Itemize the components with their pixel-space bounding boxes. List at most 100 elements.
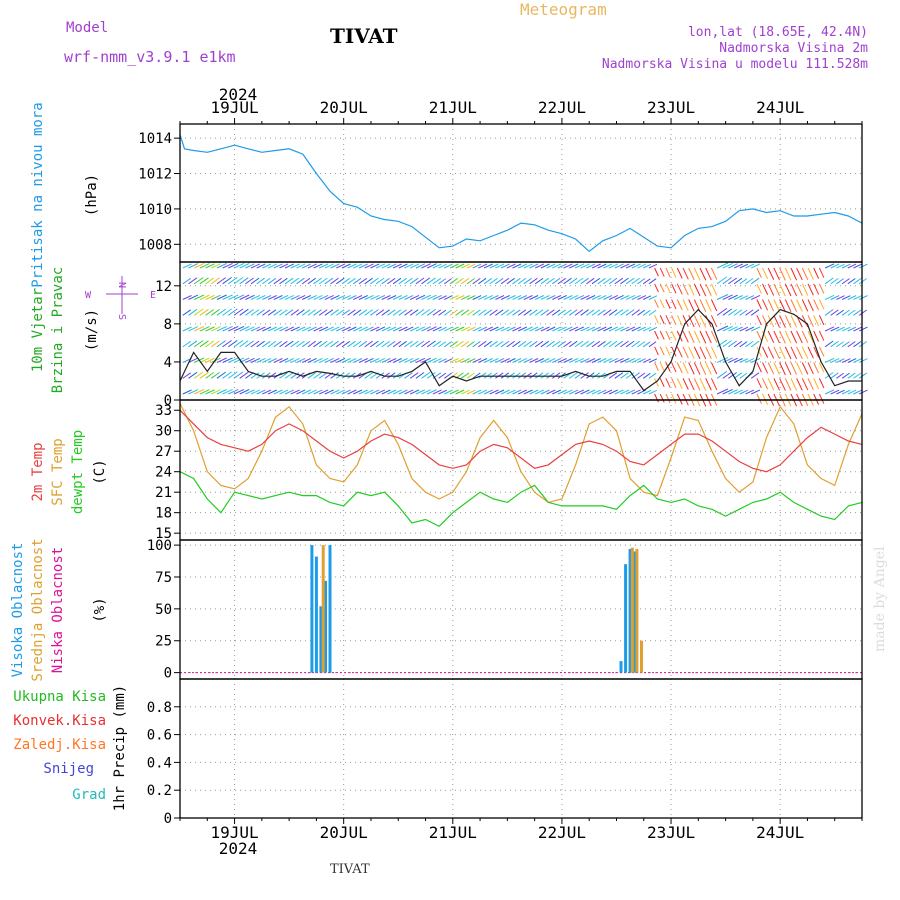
wind-barb [853, 326, 863, 332]
wind-barb [387, 389, 397, 395]
wind-barb [409, 263, 420, 269]
wind-barb [750, 309, 760, 316]
top-day-label: 19JUL [210, 98, 258, 117]
wind-barb [858, 309, 867, 316]
wind-barb [750, 340, 760, 348]
wind-barb [250, 294, 261, 300]
wind-barb [557, 340, 566, 348]
wind-barb [773, 330, 780, 344]
wind-barb [233, 357, 245, 363]
wind-barb [324, 357, 334, 363]
wind-barb [631, 309, 640, 316]
wind-barb [307, 277, 316, 285]
wind-barb [245, 277, 254, 285]
wind-barb [807, 299, 814, 312]
wind-barb [495, 372, 504, 379]
wind-barb [529, 277, 538, 285]
wind-barb [631, 277, 640, 285]
wind-barb [444, 341, 452, 348]
y-tick-label: 0.2 [147, 783, 172, 799]
wind-barb [478, 295, 488, 300]
wind-barb [847, 389, 857, 395]
wind-barb [182, 326, 192, 332]
wind-barb [347, 263, 357, 269]
wind-barb [222, 371, 232, 379]
wind-barb [313, 389, 323, 395]
wind-barb [716, 357, 729, 363]
wind-barb [710, 330, 718, 343]
wind-barb [586, 295, 596, 300]
wind-barb [659, 378, 665, 388]
y-tick-label: 100 [147, 538, 172, 554]
wind-barb [387, 326, 397, 332]
wind-barb [279, 389, 289, 395]
wind-barb [466, 341, 475, 348]
wind-barb [239, 340, 249, 348]
wind-barb [364, 340, 373, 348]
wind-barb [784, 378, 792, 391]
wind-barb [552, 277, 561, 285]
wind-barb [307, 340, 316, 348]
wind-barb [671, 315, 677, 326]
wind-barb [438, 389, 447, 395]
wind-barb [216, 371, 226, 379]
wind-barb [841, 358, 851, 363]
wind-barb [710, 362, 718, 375]
wind-barb [182, 277, 191, 285]
wind-barb [807, 346, 814, 359]
wind-barb [318, 372, 328, 379]
y-tick-label: 0 [164, 393, 172, 409]
wind-barb [188, 326, 199, 332]
wind-barb [233, 388, 245, 395]
wind-barb [330, 294, 340, 300]
station-title: TIVAT [330, 24, 398, 48]
high-cloud-bar [628, 548, 632, 673]
wind-barb [279, 294, 289, 300]
wind-barb [779, 299, 786, 313]
wind-barb [790, 330, 798, 344]
wind-barb [279, 326, 289, 332]
wind-barb [659, 346, 665, 356]
wind-barb [392, 326, 402, 332]
wind-barb [841, 389, 851, 395]
wind-barb [728, 372, 737, 379]
wind-barb [625, 294, 636, 300]
wind-barb [540, 309, 549, 316]
wind-barb [654, 378, 659, 387]
wind-barb [591, 277, 601, 285]
y-tick-label: 27 [155, 444, 172, 460]
wind-barb [415, 277, 425, 285]
wind-barb [290, 340, 300, 348]
wind-barb [216, 294, 227, 300]
wind-barb [574, 263, 585, 269]
wind-barb [818, 362, 825, 373]
wind-barb [546, 295, 556, 300]
wind-barb [347, 295, 357, 300]
wind-barb [387, 340, 396, 348]
wind-barb [381, 358, 391, 363]
wind-barb [756, 315, 762, 326]
wind-barb [426, 263, 437, 269]
wind-barb [444, 263, 453, 269]
wind-barb [216, 357, 227, 363]
wind-barb [762, 362, 769, 374]
wind-barb [267, 263, 277, 269]
wind-barb [750, 263, 761, 269]
wind-barb [597, 295, 607, 300]
wind-barb [438, 309, 447, 316]
wind-barb [631, 357, 641, 363]
wind-barb [762, 378, 769, 390]
wind-barb [699, 330, 707, 344]
wind-barb [733, 389, 743, 395]
wind-barb [330, 277, 339, 285]
wind-barb [779, 346, 786, 360]
wind-barb [620, 389, 630, 395]
wind-barb [461, 277, 470, 285]
wind-barb [500, 295, 510, 300]
precip-legend-snow: Snijeg [43, 761, 94, 777]
wind-barb [517, 309, 527, 316]
wind-barb [449, 295, 459, 300]
high-cloud-bar [324, 580, 327, 673]
wind-barb [461, 389, 471, 395]
wind-barb [211, 308, 220, 316]
